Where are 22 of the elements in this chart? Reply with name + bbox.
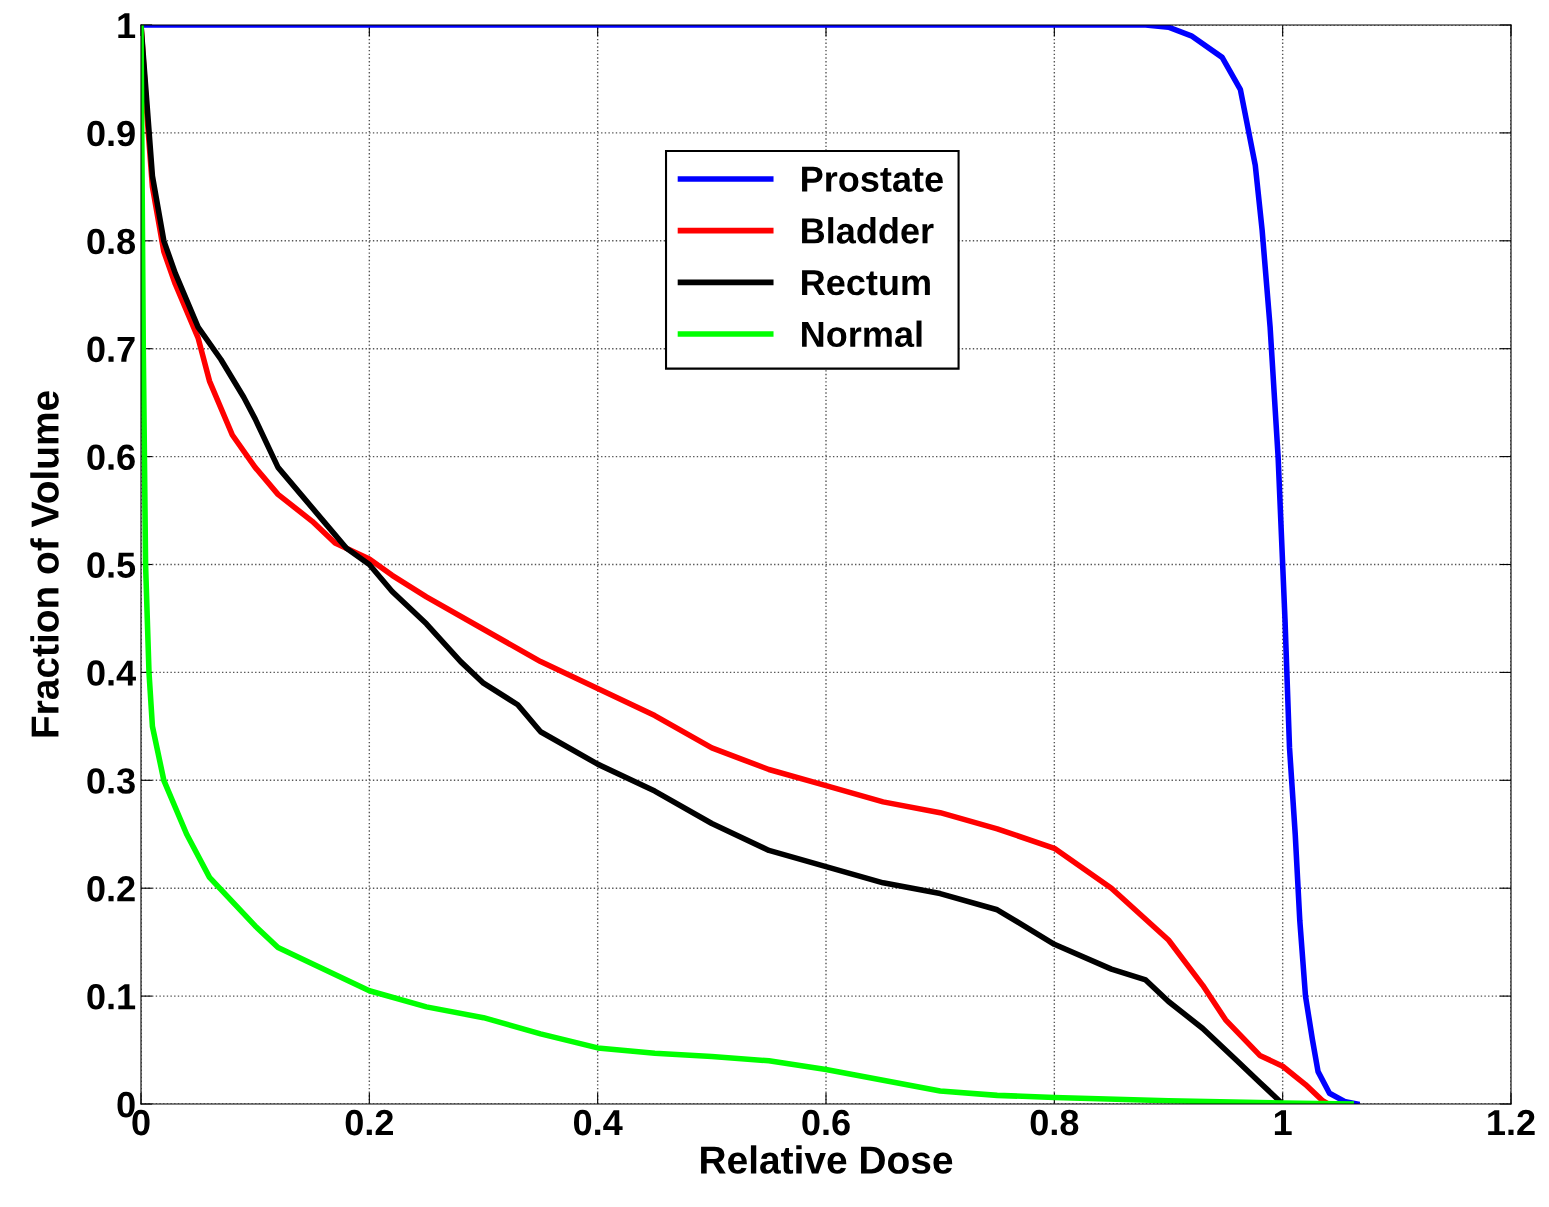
y-tick-label: 0.7 <box>87 336 135 363</box>
legend-label: Prostate <box>802 166 943 192</box>
legend-label: Normal <box>802 320 922 348</box>
x-tick-label: 1.2 <box>1488 1109 1535 1136</box>
legend-label: Rectum <box>802 270 930 296</box>
x-tick-label: 0.6 <box>802 1109 850 1136</box>
x-tick-label: 0.2 <box>345 1109 393 1136</box>
legend-label: Bladder <box>802 217 934 244</box>
x-axis-title: Relative Dose <box>701 1145 953 1174</box>
x-tick-label: 0.8 <box>1030 1109 1079 1136</box>
y-tick-label: 0.1 <box>87 983 136 1010</box>
y-tick-label: 0.8 <box>87 228 136 255</box>
y-tick-label: 0.5 <box>87 552 136 578</box>
x-tick-label: 0.4 <box>574 1109 623 1136</box>
y-tick-label: 0.6 <box>87 444 135 471</box>
x-tick-label: 1 <box>1274 1110 1292 1136</box>
y-tick-label: 0.9 <box>87 120 135 147</box>
y-tick-label: 1 <box>118 13 136 39</box>
y-axis-title: Fraction of Volume <box>30 391 59 737</box>
y-tick-label: 0.3 <box>87 768 135 794</box>
y-tick-label: 0.4 <box>87 660 136 686</box>
y-tick-label: 0.2 <box>87 876 135 902</box>
